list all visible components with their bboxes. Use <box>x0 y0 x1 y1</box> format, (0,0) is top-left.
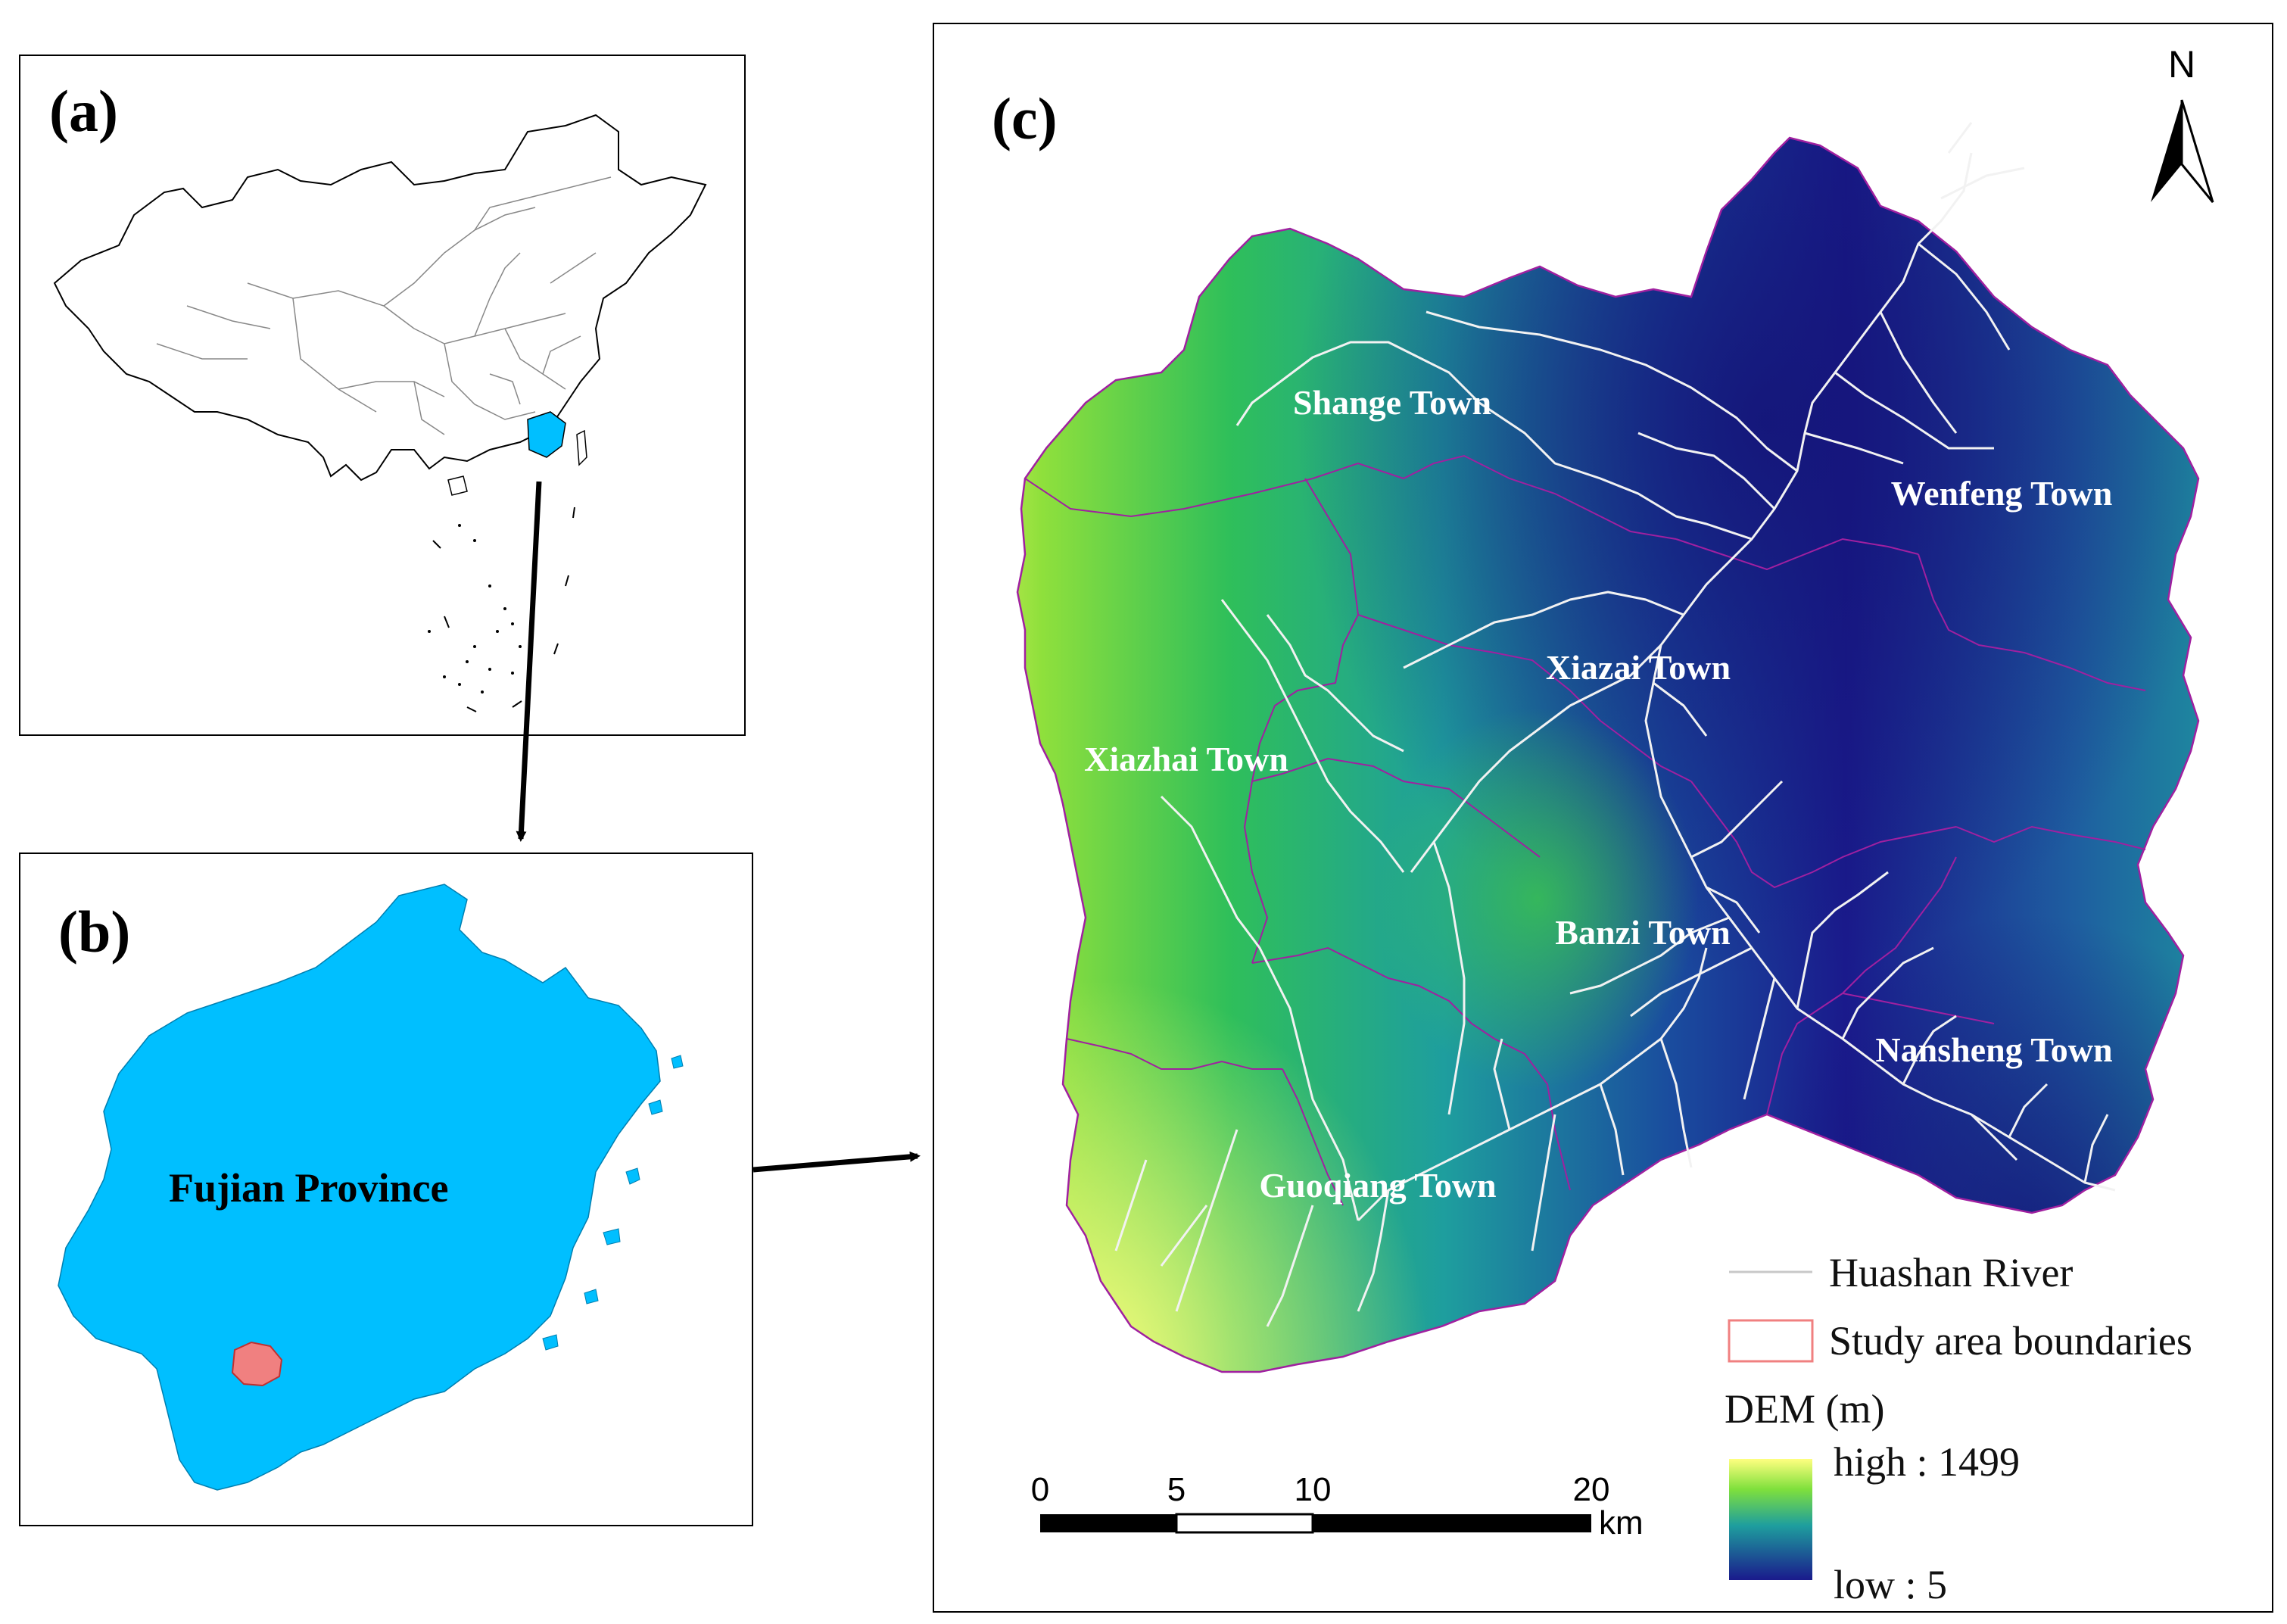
town-label-wenfeng: Wenfeng Town <box>1891 474 2113 513</box>
fujian-province-label: Fujian Province <box>169 1165 449 1211</box>
panel-b-fujian-map: (b) Fujian Province <box>19 853 753 1526</box>
scale-bar: 0 5 10 20 km <box>1031 1471 1644 1541</box>
town-label-nansheng: Nansheng Town <box>1875 1030 2112 1069</box>
panel-a-china-map: (a) <box>19 55 746 736</box>
legend-dem-ramp <box>1729 1459 1812 1580</box>
legend-dem-title: DEM (m) <box>1725 1386 1885 1432</box>
study-area-highlight <box>231 1341 283 1387</box>
town-boundaries <box>1024 454 2146 1206</box>
fujian-map <box>58 884 684 1491</box>
china-map <box>53 114 707 712</box>
dem-map: Shange Town Wenfeng Town Xiazai Town Xia… <box>1016 43 2214 1580</box>
svg-text:N: N <box>2168 43 2195 86</box>
fujian-highlight <box>527 411 566 458</box>
legend-boundary-label: Study area boundaries <box>1829 1318 2192 1364</box>
scale-tick-5: 5 <box>1167 1471 1186 1508</box>
north-arrow: N <box>2151 43 2214 203</box>
scale-unit: km <box>1599 1504 1644 1541</box>
scale-tick-20: 20 <box>1573 1471 1610 1508</box>
legend-dem-high: high : 1499 <box>1834 1439 2021 1485</box>
legend-river-label: Huashan River <box>1829 1250 2074 1295</box>
legend-dem-low: low : 5 <box>1834 1562 1948 1607</box>
panel-b-label: (b) <box>58 899 131 965</box>
town-label-shange: Shange Town <box>1293 383 1491 422</box>
panel-c-label: (c) <box>992 86 1058 151</box>
legend-boundary-symbol <box>1728 1319 1814 1363</box>
scale-tick-0: 0 <box>1031 1471 1049 1508</box>
dem-raster <box>1017 138 2198 1372</box>
fujian-province-shape <box>58 884 661 1491</box>
town-label-banzi: Banzi Town <box>1555 913 1730 952</box>
panel-c-dem-map: (c) <box>933 23 2273 1613</box>
panel-a-label: (a) <box>49 78 118 144</box>
town-label-xiazai: Xiazai Town <box>1546 648 1731 687</box>
arrow-b-to-c <box>752 1151 921 1173</box>
town-label-guoqiang: Guoqiang Town <box>1259 1166 1496 1205</box>
town-label-xiazhai: Xiazhai Town <box>1084 740 1288 778</box>
scale-tick-10: 10 <box>1295 1471 1332 1508</box>
huashan-river <box>1114 122 2116 1327</box>
